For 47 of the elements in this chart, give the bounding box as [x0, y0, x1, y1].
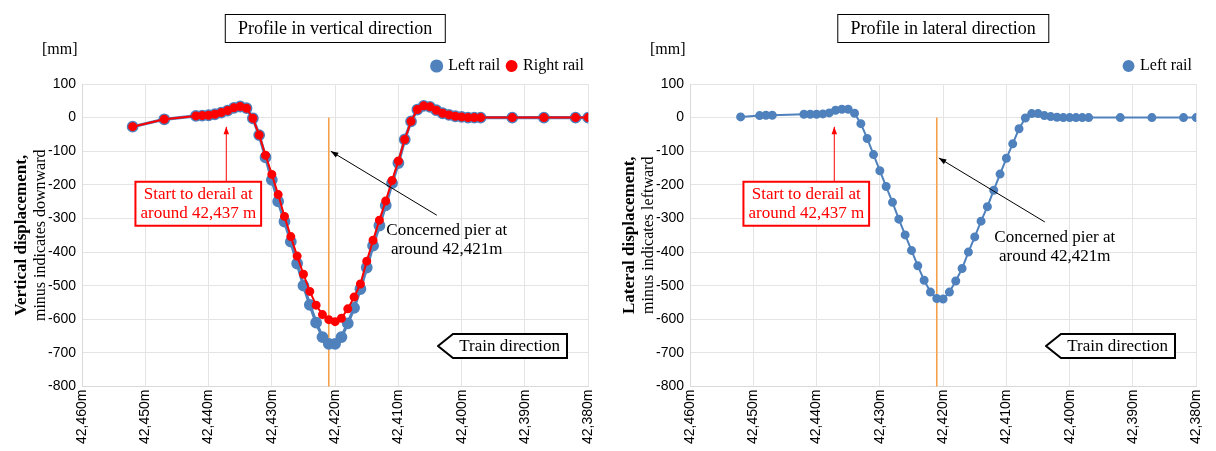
x-tick-label: 42,410m	[997, 389, 1014, 444]
text: [mm]	[650, 40, 686, 58]
y-tick-label: -200	[47, 175, 77, 192]
chart-title: Profile in lateral direction	[837, 14, 1049, 43]
x-tick-label: 42,420m	[325, 389, 342, 444]
y-tick-label: -600	[47, 310, 77, 327]
y-tick-label: -400	[655, 242, 685, 259]
annotation: Start to derail at around 42,437 m	[140, 183, 257, 222]
y-tick-label: -600	[655, 310, 685, 327]
x-tick-label: 42,440m	[199, 389, 216, 444]
y-tick-label: -200	[655, 175, 685, 192]
legend-label: Right rail	[523, 56, 585, 75]
y-tick-label: -100	[47, 142, 77, 159]
y-tick-label: -700	[47, 343, 77, 360]
x-tick-label: 42,390m	[1123, 389, 1140, 444]
y-tick-label: -700	[655, 343, 685, 360]
chart-title: Profile in vertical direction	[224, 14, 446, 43]
x-tick-label: 42,380m	[1187, 389, 1204, 444]
annotation: Start to derail at around 42,437 m	[748, 183, 865, 222]
x-tick-label: 42,430m	[870, 389, 887, 444]
annotation: Concerned pier at around 42,421m	[994, 226, 1116, 265]
x-tick-label: 42,430m	[262, 389, 279, 444]
x-tick-label: 42,390m	[515, 389, 532, 444]
annotation: Concerned pier at around 42,421m	[386, 220, 508, 259]
x-tick-label: 42,400m	[1060, 389, 1077, 444]
y-tick-label: -300	[47, 209, 77, 226]
y-tick-label: -400	[47, 242, 77, 259]
y-tick-label: -500	[655, 276, 685, 293]
x-tick-label: 42,450m	[744, 389, 761, 444]
y-tick-label: 100	[660, 74, 685, 91]
text: [mm]	[42, 40, 78, 58]
y-tick-label: 0	[676, 108, 685, 125]
y-tick-label: 100	[52, 74, 77, 91]
x-tick-label: 42,400m	[452, 389, 469, 444]
x-tick-label: 42,420m	[933, 389, 950, 444]
y-tick-label: -500	[47, 276, 77, 293]
y-tick-label: -100	[655, 142, 685, 159]
x-tick-label: 42,450m	[136, 389, 153, 444]
x-tick-label: 42,410m	[389, 389, 406, 444]
legend-label: Left rail	[448, 56, 501, 74]
legend-label: Left rail	[1140, 56, 1193, 74]
y-tick-label: 0	[68, 108, 77, 125]
y-axis-title: Lateral displacement, minus indicates leftward	[619, 156, 657, 315]
y-axis-title: Vertical displacement, minus indicates downward	[11, 149, 49, 322]
x-tick-label: 42,440m	[807, 389, 824, 444]
x-tick-label: 42,380m	[579, 389, 596, 444]
y-tick-label: -300	[655, 209, 685, 226]
